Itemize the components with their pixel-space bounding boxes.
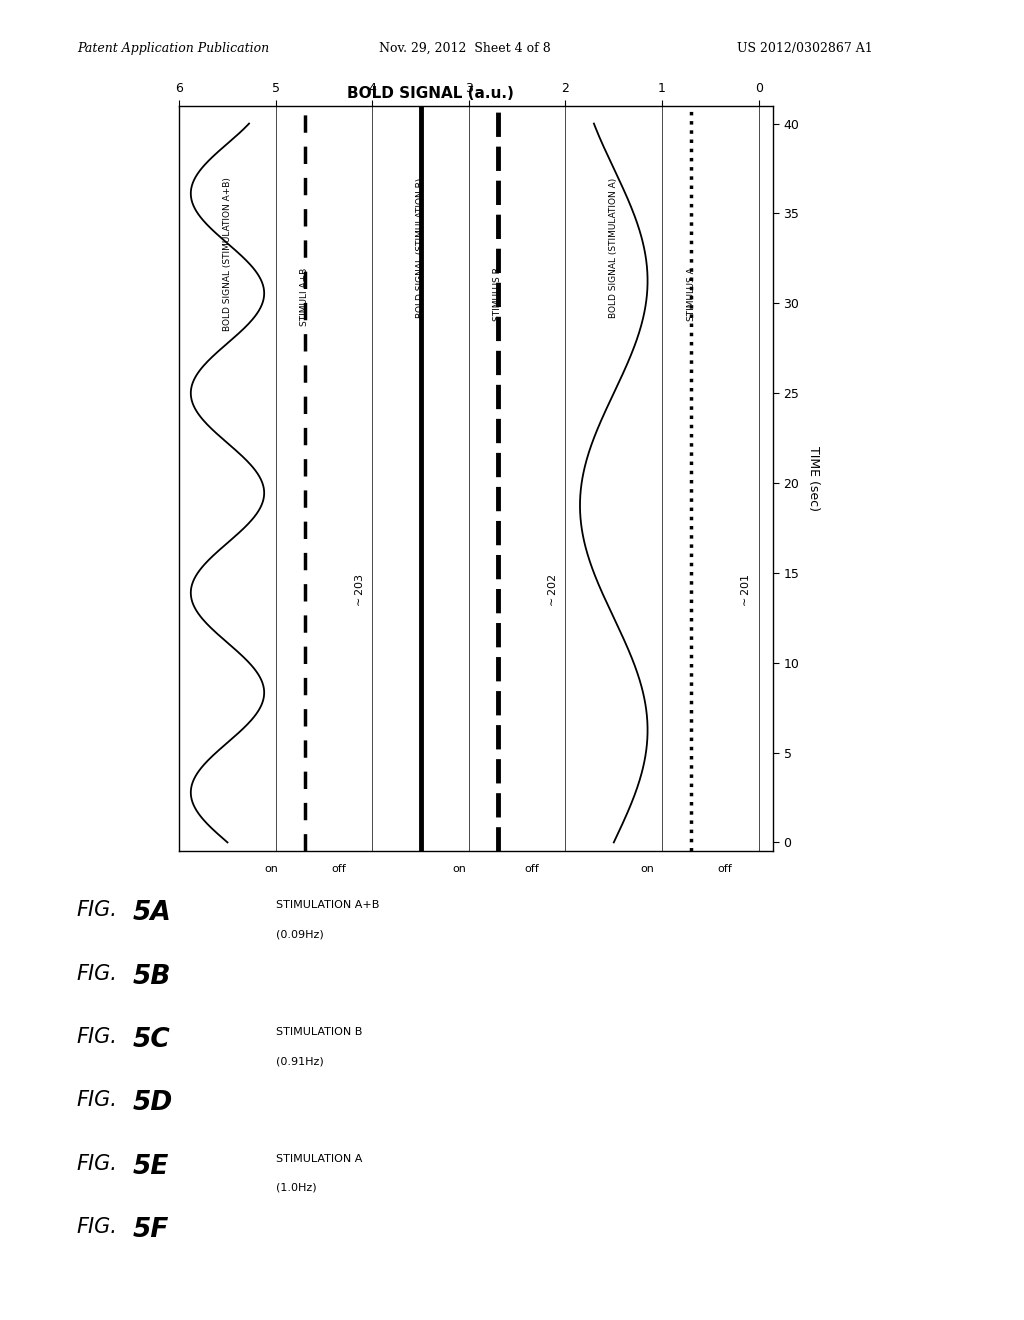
Text: STIMULUS B: STIMULUS B — [494, 268, 503, 321]
Text: on: on — [264, 865, 278, 874]
Text: FIG.: FIG. — [77, 1154, 118, 1173]
Text: 5B: 5B — [133, 964, 172, 990]
Text: $\sim$202: $\sim$202 — [546, 573, 558, 609]
Text: on: on — [453, 865, 466, 874]
Text: $\sim$201: $\sim$201 — [739, 573, 752, 609]
Text: off: off — [718, 865, 732, 874]
Text: (0.91Hz): (0.91Hz) — [276, 1056, 325, 1067]
Text: (0.09Hz): (0.09Hz) — [276, 929, 325, 940]
Text: 5C: 5C — [133, 1027, 171, 1053]
Text: US 2012/0302867 A1: US 2012/0302867 A1 — [737, 42, 873, 55]
Text: Nov. 29, 2012  Sheet 4 of 8: Nov. 29, 2012 Sheet 4 of 8 — [379, 42, 551, 55]
Text: STIMULATION A+B: STIMULATION A+B — [276, 900, 380, 911]
Text: Patent Application Publication: Patent Application Publication — [77, 42, 269, 55]
Text: 5A: 5A — [133, 900, 172, 927]
Text: FIG.: FIG. — [77, 1027, 118, 1047]
Text: 5E: 5E — [133, 1154, 170, 1180]
Y-axis label: TIME (sec): TIME (sec) — [807, 446, 820, 511]
Text: FIG.: FIG. — [77, 964, 118, 983]
Text: 5F: 5F — [133, 1217, 170, 1243]
Text: STIMULATION B: STIMULATION B — [276, 1027, 362, 1038]
Text: on: on — [641, 865, 654, 874]
Text: BOLD SIGNAL (STIMULATION A): BOLD SIGNAL (STIMULATION A) — [609, 177, 618, 318]
Text: STIMULI A+B: STIMULI A+B — [300, 268, 309, 326]
Text: STIMULUS A: STIMULUS A — [686, 268, 695, 321]
Text: 5D: 5D — [133, 1090, 173, 1117]
Text: (1.0Hz): (1.0Hz) — [276, 1183, 317, 1193]
Text: BOLD SIGNAL (STIMULATION B): BOLD SIGNAL (STIMULATION B) — [416, 177, 425, 318]
Text: FIG.: FIG. — [77, 1217, 118, 1237]
Text: off: off — [331, 865, 346, 874]
Text: STIMULATION A: STIMULATION A — [276, 1154, 362, 1164]
Text: BOLD SIGNAL (STIMULATION A+B): BOLD SIGNAL (STIMULATION A+B) — [223, 177, 232, 331]
Text: FIG.: FIG. — [77, 1090, 118, 1110]
Text: off: off — [524, 865, 539, 874]
Text: $\sim$203: $\sim$203 — [353, 573, 365, 609]
Text: FIG.: FIG. — [77, 900, 118, 920]
Text: BOLD SIGNAL (a.u.): BOLD SIGNAL (a.u.) — [347, 86, 513, 100]
